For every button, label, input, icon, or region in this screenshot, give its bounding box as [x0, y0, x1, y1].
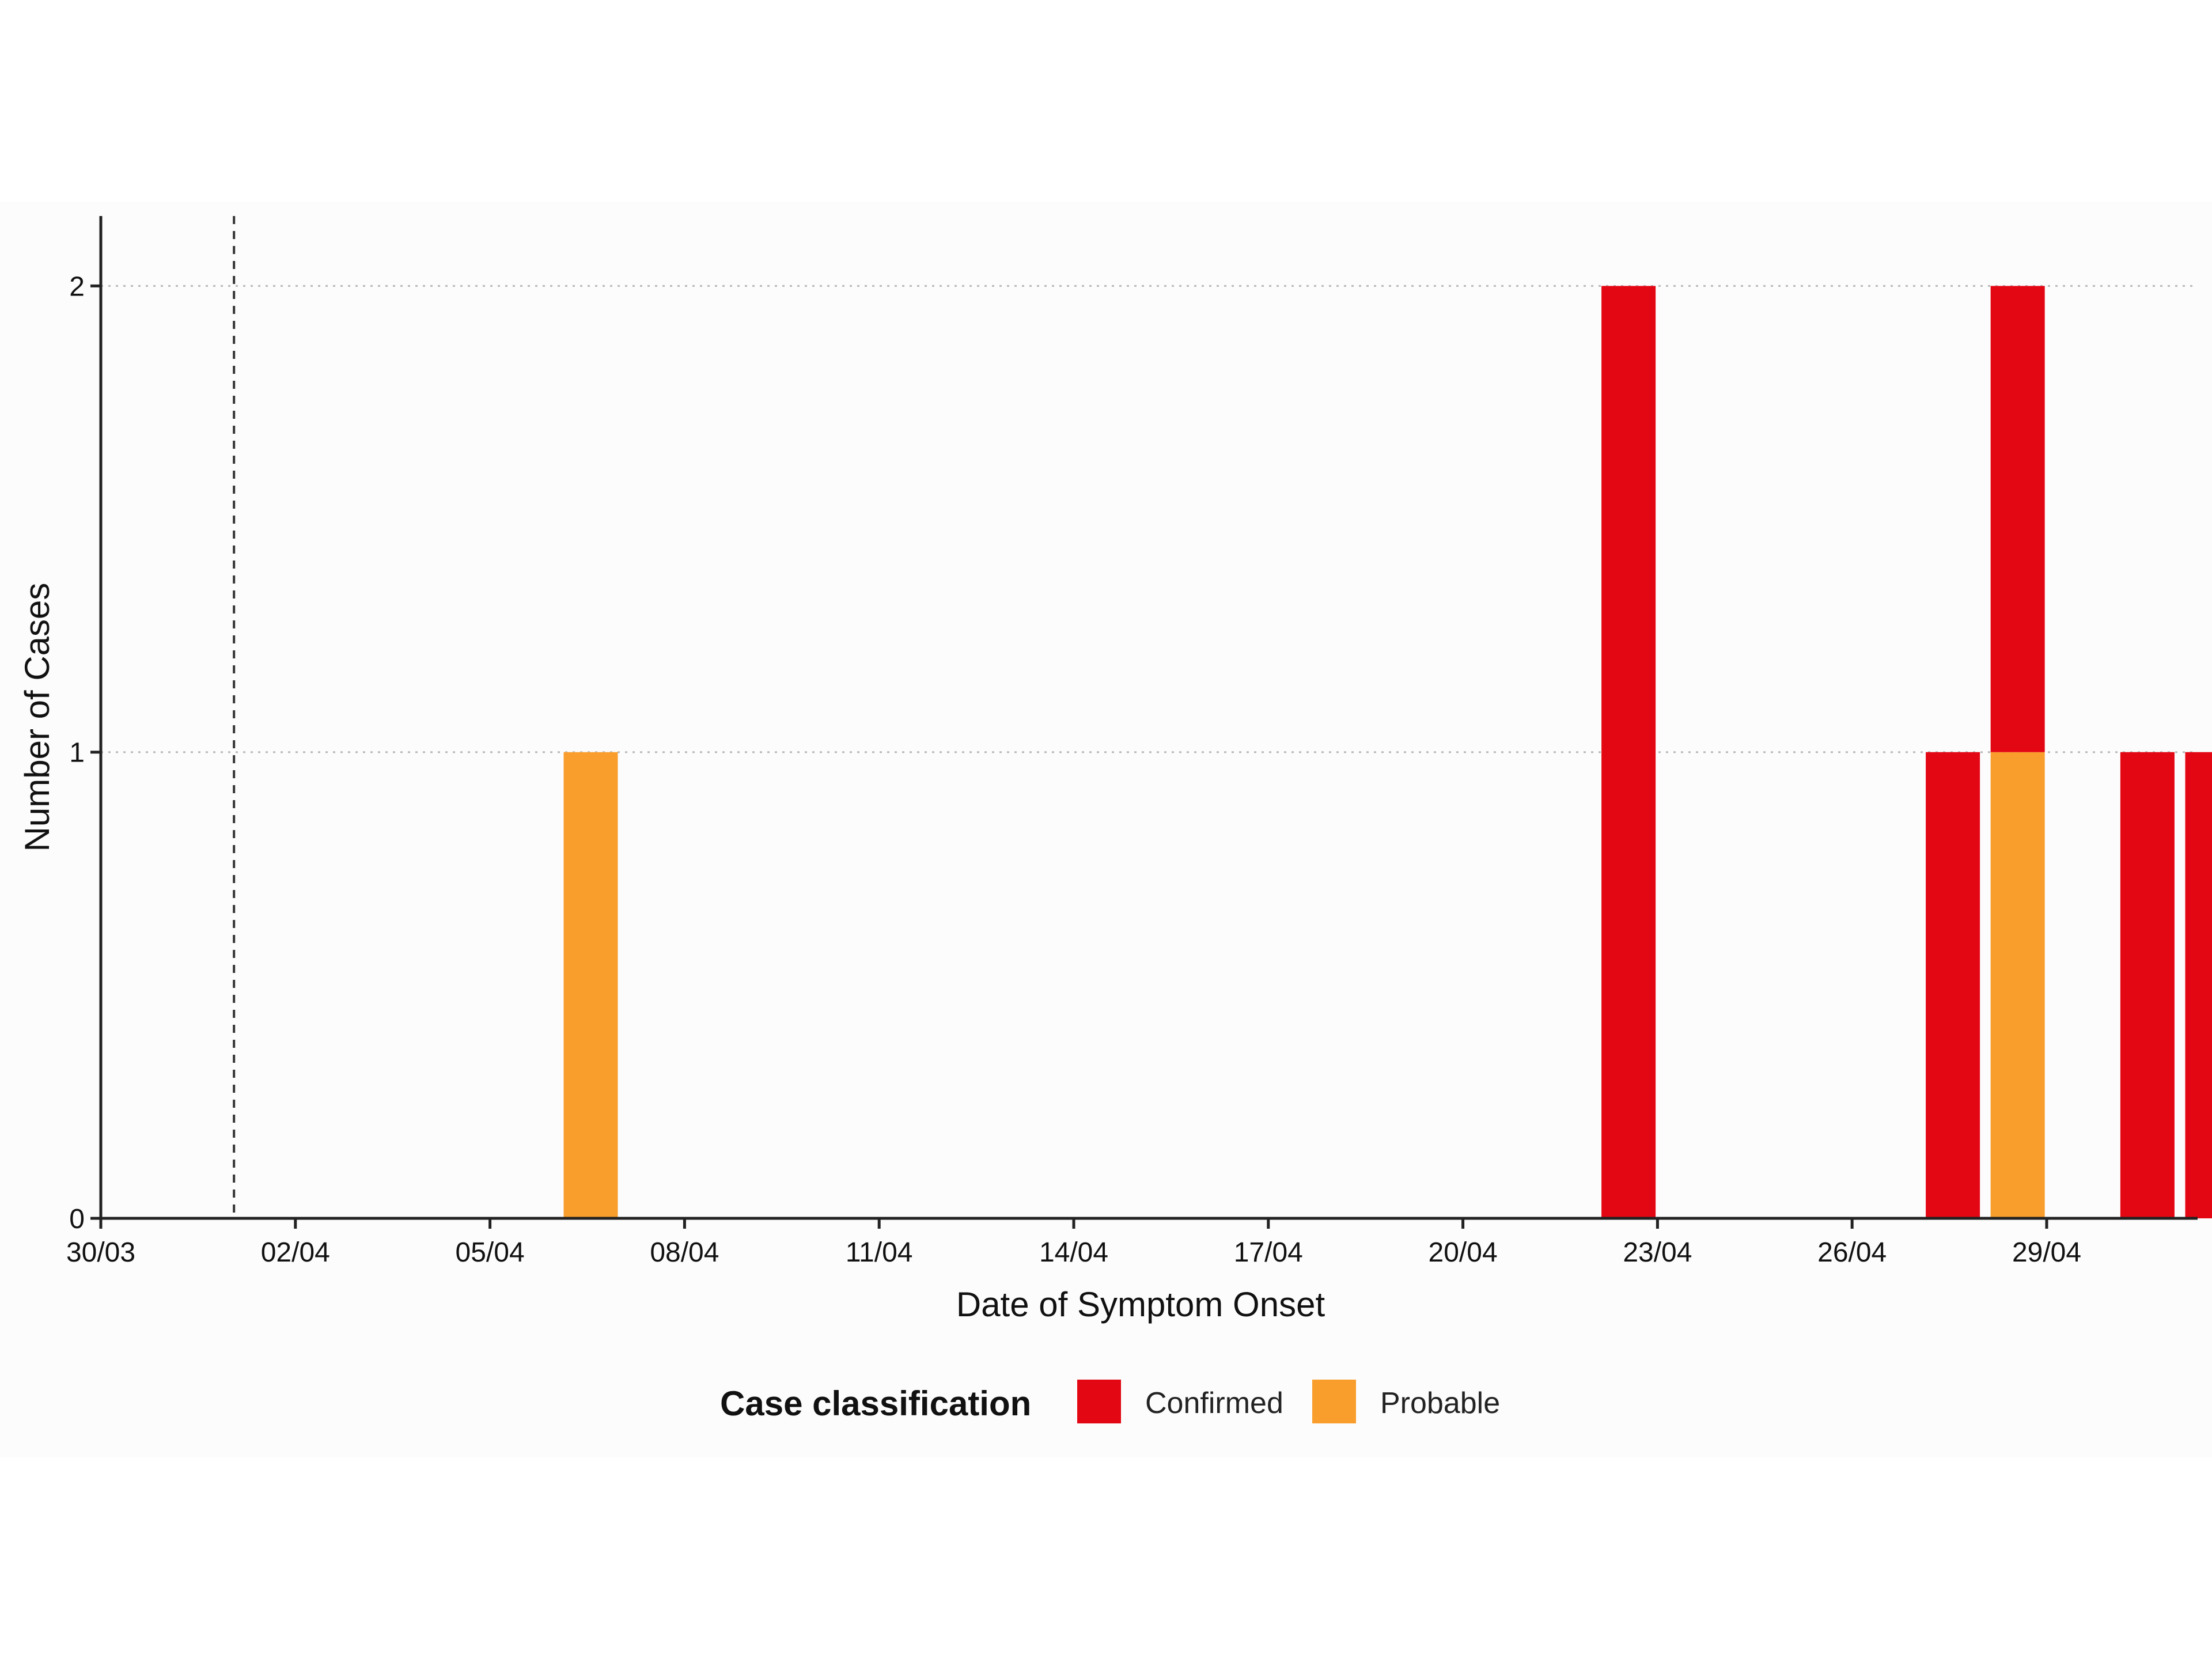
- bar-confirmed-30-04: [2120, 752, 2175, 1218]
- legend: Case classification Confirmed Probable: [720, 1380, 1500, 1423]
- y-tick-label: 2: [69, 271, 85, 302]
- bar-probable-28-04: [1990, 752, 2045, 1218]
- bar-confirmed-22-04: [1601, 286, 1656, 1218]
- legend-swatch-probable: [1312, 1380, 1356, 1423]
- legend-title: Case classification: [720, 1384, 1031, 1423]
- chart-panel: 0 1 2 30/03 02/04 05/04 08/04 11/04 14/04 17/04 20…: [0, 202, 2212, 1457]
- bar-confirmed-28-04: [1990, 286, 2045, 752]
- y-tick-label: 0: [69, 1204, 85, 1234]
- x-tick-label: 08/04: [650, 1237, 719, 1268]
- x-tick-label: 26/04: [1817, 1237, 1887, 1268]
- y-axis-title: Number of Cases: [18, 583, 56, 852]
- x-tick-label: 05/04: [456, 1237, 525, 1268]
- bars: [563, 286, 2212, 1218]
- x-tick-label: 14/04: [1039, 1237, 1108, 1268]
- x-tick-label: 23/04: [1623, 1237, 1692, 1268]
- x-tick-label: 11/04: [846, 1237, 913, 1268]
- axes: 0 1 2 30/03 02/04 05/04 08/04 11/04 14/04 17/04 20…: [18, 216, 2198, 1324]
- x-tick-label: 29/04: [2012, 1237, 2081, 1268]
- x-axis-title: Date of Symptom Onset: [956, 1285, 1325, 1324]
- legend-swatch-confirmed: [1077, 1380, 1121, 1423]
- gridlines: [101, 285, 2198, 753]
- x-tick-label: 02/04: [261, 1237, 330, 1268]
- legend-label-probable: Probable: [1380, 1387, 1500, 1420]
- bar-confirmed-01-05: [2185, 752, 2212, 1218]
- legend-label-confirmed: Confirmed: [1145, 1387, 1283, 1420]
- bar-confirmed-27-04: [1926, 752, 1980, 1218]
- y-tick-label: 1: [69, 738, 85, 768]
- x-tick-label: 20/04: [1429, 1237, 1498, 1268]
- x-tick-label: 17/04: [1234, 1237, 1303, 1268]
- epidemic-curve-chart: 0 1 2 30/03 02/04 05/04 08/04 11/04 14/04 17/04 20…: [18, 216, 2212, 1423]
- bar-probable-06-04: [563, 752, 618, 1218]
- x-tick-label: 30/03: [66, 1237, 135, 1268]
